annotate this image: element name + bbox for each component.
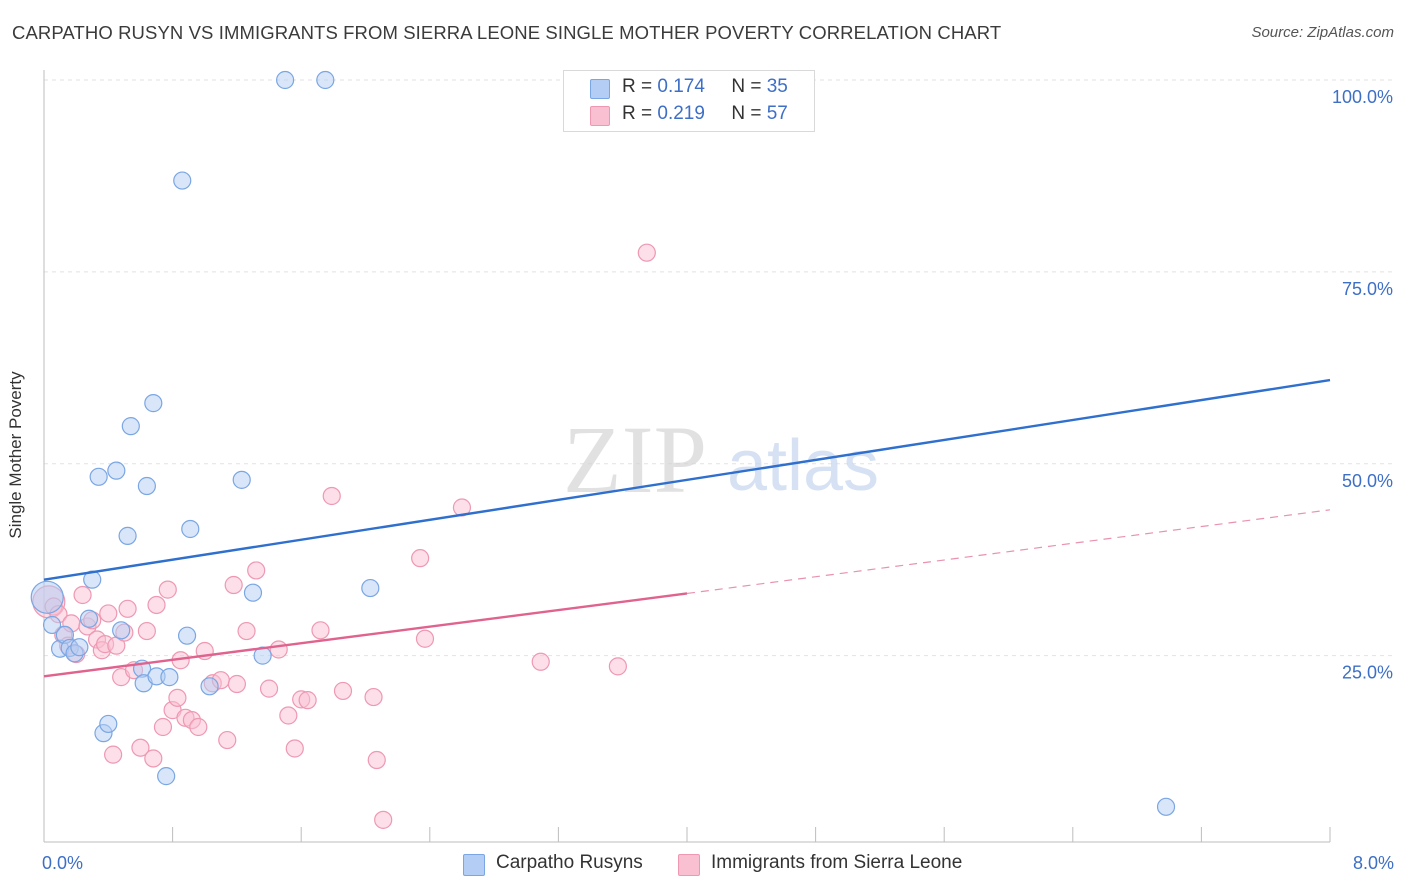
point-sierra-leone: [637, 243, 656, 262]
data-points: [30, 70, 1176, 829]
point-sierra-leone: [259, 679, 279, 698]
point-carpatho-rusyns: [89, 467, 108, 486]
y-tick-label: 100.0%: [1332, 87, 1393, 107]
point-sierra-leone: [531, 652, 550, 671]
point-sierra-leone: [269, 640, 288, 659]
y-axis-label: Single Mother Poverty: [6, 371, 25, 539]
point-sierra-leone: [158, 580, 177, 599]
point-sierra-leone: [131, 738, 150, 757]
trend-line-sierra-leone: [686, 509, 1331, 595]
point-sierra-leone: [608, 657, 627, 676]
y-tick-label: 25.0%: [1342, 663, 1393, 683]
point-carpatho-rusyns: [361, 578, 380, 598]
point-sierra-leone: [73, 585, 92, 605]
point-sierra-leone: [189, 717, 208, 737]
legend-swatch-sierra-leone: [678, 854, 700, 876]
point-sierra-leone: [118, 599, 137, 618]
legend-r-value: 0.174: [657, 76, 705, 97]
point-carpatho-rusyns: [173, 171, 192, 190]
point-carpatho-rusyns: [70, 638, 89, 657]
point-sierra-leone: [237, 621, 256, 641]
source-note: Source: ZipAtlas.com: [1251, 24, 1394, 41]
point-carpatho-rusyns: [1156, 797, 1176, 816]
point-carpatho-rusyns: [144, 394, 163, 413]
gridlines: [44, 79, 1394, 657]
point-carpatho-rusyns: [99, 714, 118, 734]
point-sierra-leone: [168, 688, 187, 707]
point-sierra-leone: [218, 730, 237, 750]
point-carpatho-rusyns: [121, 417, 140, 436]
legend-n-label: N =: [731, 103, 762, 124]
point-sierra-leone: [367, 750, 386, 770]
trend-line-sierra-leone: [43, 592, 688, 678]
point-carpatho-rusyns: [232, 470, 251, 489]
legend-n-value: 57: [766, 103, 788, 124]
point-carpatho-rusyns: [181, 519, 200, 539]
point-carpatho-rusyns: [243, 583, 263, 602]
point-sierra-leone: [374, 810, 393, 829]
legend-swatch-sierra-leone: [590, 106, 610, 126]
point-sierra-leone: [137, 621, 156, 641]
point-sierra-leone: [104, 745, 123, 764]
point-sierra-leone: [311, 621, 330, 640]
axes: [43, 70, 1331, 843]
point-carpatho-rusyns: [177, 626, 197, 645]
point-sierra-leone: [279, 706, 298, 725]
legend-swatch-carpatho: [590, 79, 610, 99]
point-sierra-leone: [285, 739, 304, 758]
legend-r-value: 0.219: [657, 103, 705, 124]
point-carpatho-rusyns: [107, 461, 126, 480]
series-legend: Carpatho Rusyns Immigrants from Sierra L…: [0, 852, 1406, 878]
point-sierra-leone: [298, 691, 317, 710]
point-sierra-leone: [247, 561, 266, 580]
y-tick-label: 50.0%: [1342, 471, 1393, 491]
point-carpatho-rusyns: [276, 70, 295, 90]
trend-lines: [43, 378, 1331, 678]
y-tick-label: 75.0%: [1342, 279, 1393, 299]
point-sierra-leone: [411, 549, 430, 568]
point-sierra-leone: [224, 575, 243, 595]
legend-n-value: 35: [766, 76, 788, 97]
point-carpatho-rusyns: [137, 476, 156, 496]
point-sierra-leone: [415, 629, 435, 648]
chart-title: CARPATHO RUSYN VS IMMIGRANTS FROM SIERRA…: [12, 22, 1002, 43]
point-sierra-leone: [333, 681, 353, 701]
watermark-atlas: atlas: [727, 426, 879, 506]
point-carpatho-rusyns: [112, 621, 131, 640]
point-sierra-leone: [153, 717, 173, 737]
point-carpatho-rusyns: [316, 70, 335, 90]
x-tick-label: 0.0%: [42, 853, 83, 873]
point-sierra-leone: [227, 674, 246, 694]
stats-legend: R = 0.174 N = 35 R = 0.219 N = 57: [563, 70, 815, 132]
trend-line-carpatho-rusyns: [43, 378, 1331, 581]
legend-swatch-carpatho: [463, 854, 485, 876]
point-carpatho-rusyns: [118, 526, 137, 545]
tick-labels: 25.0% 50.0% 75.0% 100.0% 0.0% 8.0%: [42, 87, 1394, 873]
point-sierra-leone: [147, 595, 166, 615]
point-carpatho-rusyns: [79, 609, 99, 628]
point-sierra-leone: [322, 486, 341, 506]
point-sierra-leone: [99, 604, 118, 623]
legend-label-sierra-leone: Immigrants from Sierra Leone: [711, 852, 963, 873]
point-carpatho-rusyns: [160, 668, 179, 687]
x-tick-label: 8.0%: [1353, 853, 1394, 873]
legend-label-carpatho: Carpatho Rusyns: [496, 852, 643, 873]
point-carpatho-rusyns: [30, 580, 64, 614]
legend-r-label: R =: [622, 103, 653, 124]
point-carpatho-rusyns: [42, 615, 62, 635]
point-carpatho-rusyns: [157, 767, 176, 786]
watermark: ZIP atlas: [563, 406, 879, 513]
point-carpatho-rusyns: [200, 677, 219, 696]
point-sierra-leone: [364, 687, 383, 707]
legend-r-label: R =: [622, 76, 653, 97]
point-sierra-leone: [144, 749, 163, 768]
legend-n-label: N =: [731, 76, 762, 97]
